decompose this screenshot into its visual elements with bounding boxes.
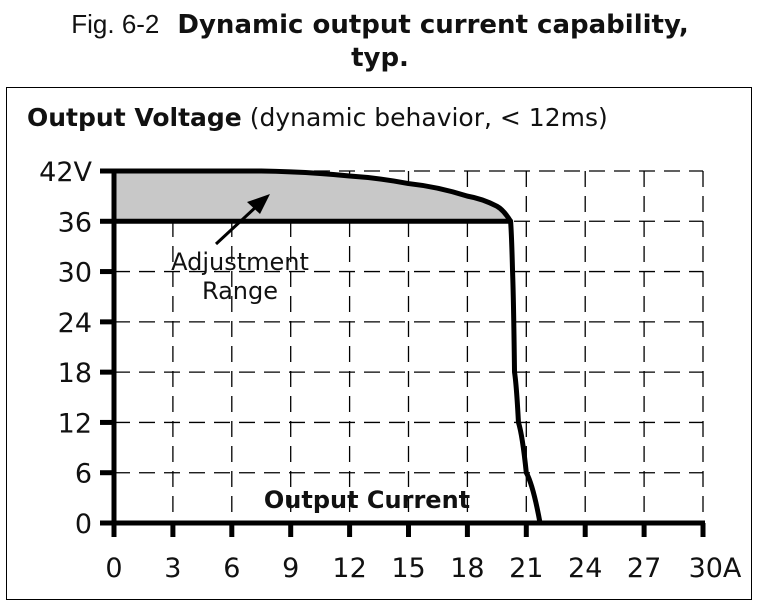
y-tick-label: 18 [58, 358, 92, 389]
x-tick-label: 6 [223, 553, 240, 584]
y-tick-label: 0 [75, 509, 92, 540]
adjustment-range-area [114, 171, 511, 222]
x-axis-label: Output Current [264, 486, 470, 514]
x-tick-label: 9 [282, 553, 299, 584]
arrow-head-icon [247, 194, 270, 214]
y-tick-labels: 0 6 12 18 24 30 36 42V [39, 157, 92, 540]
y-axis-label-note: (dynamic behavior, < 12ms) [249, 103, 608, 132]
upper-limit-curve [113, 168, 513, 223]
y-tick-label: 12 [58, 408, 92, 439]
x-tick-label: 12 [332, 553, 366, 584]
figure-title: Fig. 6-2 Dynamic output current capabilit… [0, 8, 760, 75]
annotation-arrow [214, 203, 260, 246]
y-tick-label: 30 [58, 258, 92, 289]
figure-title-line2: typ. [351, 43, 409, 73]
x-tick-label: 15 [391, 553, 425, 584]
axes [100, 168, 706, 537]
x-tick-label: 3 [164, 553, 181, 584]
figure-number: Fig. 6-2 [71, 9, 160, 39]
y-tick-label: 36 [58, 207, 92, 238]
x-tick-label: 27 [627, 553, 661, 584]
y-tick-label: 6 [75, 459, 92, 490]
x-tick-labels: 0 3 6 9 12 15 18 21 24 27 30A [105, 553, 742, 584]
y-tick-label: 42V [39, 157, 92, 188]
x-tick-label: 24 [568, 553, 602, 584]
y-axis-label-bold: Output Voltage [27, 103, 242, 132]
x-tick-label: 30A [689, 553, 742, 584]
annotation-line1: Adjustment [171, 248, 309, 276]
current-limit-curve [113, 218, 543, 524]
x-tick-label: 21 [509, 553, 543, 584]
y-tick-label: 24 [58, 308, 92, 339]
figure-title-text: Dynamic output current capability, [177, 10, 689, 40]
grid-lines [114, 170, 704, 523]
x-tick-label: 0 [105, 553, 122, 584]
y-axis-label: Output Voltage (dynamic behavior, < 12ms… [27, 103, 608, 132]
chart-frame [6, 87, 752, 600]
x-tick-label: 18 [450, 553, 484, 584]
annotation-line2: Range [202, 277, 278, 305]
